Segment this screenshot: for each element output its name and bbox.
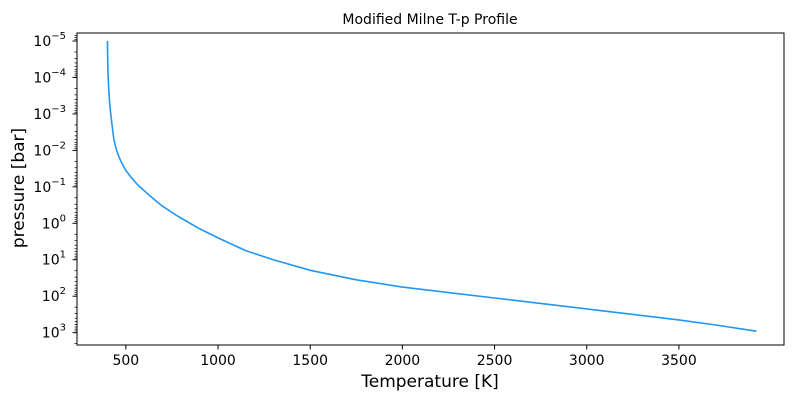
- y-axis-label: pressure [bar]: [9, 128, 29, 248]
- plot-area: 500 1000 1500 2000 2500 3000 3500 10−5 10−4 10−3 1…: [33, 31, 785, 369]
- y-tick-label: 103: [42, 323, 66, 342]
- y-tick-label: 100: [42, 213, 66, 232]
- x-tick-label: 3000: [569, 353, 605, 369]
- y-tick-label: 10−4: [33, 67, 66, 86]
- y-tick-label: 10−1: [33, 177, 66, 196]
- x-tick-label: 2500: [477, 353, 513, 369]
- x-tick-label: 1000: [200, 353, 236, 369]
- axes-frame: [76, 32, 785, 346]
- x-tick-label: 2000: [385, 353, 421, 369]
- series-line: [106, 40, 757, 332]
- y-tick-label: 10−3: [33, 104, 66, 123]
- x-tick-label: 500: [112, 353, 139, 369]
- y-tick-label: 102: [42, 286, 66, 305]
- x-tick-label: 1500: [292, 353, 328, 369]
- y-tick-label: 101: [42, 250, 66, 269]
- x-axis-label: Temperature [K]: [360, 372, 499, 392]
- y-tick-label: 10−2: [33, 140, 66, 159]
- y-tick-label: 10−5: [33, 31, 66, 50]
- chart-title: Modified Milne T-p Profile: [342, 12, 517, 28]
- x-tick-label: 3500: [661, 353, 697, 369]
